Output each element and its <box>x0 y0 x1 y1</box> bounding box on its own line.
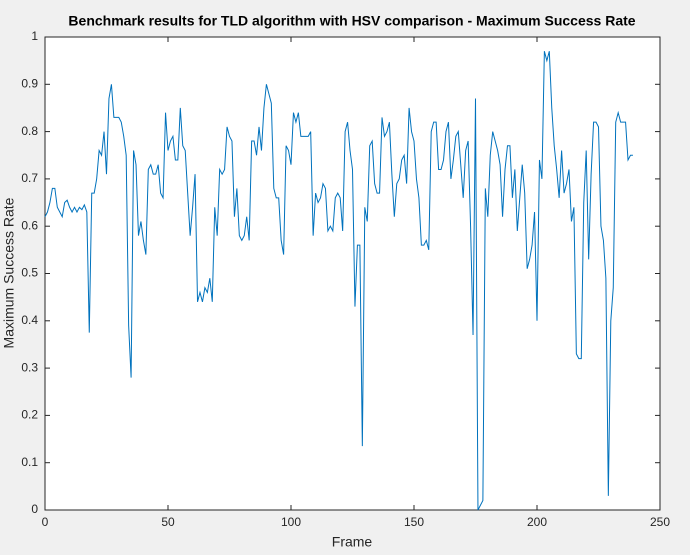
x-tick-label: 200 <box>527 515 547 529</box>
y-tick-label: 0.6 <box>21 218 38 232</box>
y-tick-label: 0.7 <box>21 171 38 185</box>
y-tick-label: 0.4 <box>21 313 38 327</box>
x-axis-label: Frame <box>332 534 373 550</box>
y-tick-label: 1 <box>31 29 38 43</box>
y-tick-label: 0.5 <box>21 266 38 280</box>
chart-title: Benchmark results for TLD algorithm with… <box>68 13 635 29</box>
x-tick-label: 0 <box>42 515 49 529</box>
data-line <box>44 51 633 511</box>
y-tick-label: 0.3 <box>21 360 38 374</box>
x-tick-label: 150 <box>404 515 424 529</box>
y-tick-label: 0.8 <box>21 124 38 138</box>
y-tick-label: 0.1 <box>21 455 38 469</box>
x-tick-label: 50 <box>161 515 175 529</box>
y-tick-label: 0 <box>31 502 38 516</box>
y-tick-label: 0.9 <box>21 76 38 90</box>
x-tick-label: 100 <box>281 515 301 529</box>
x-tick-label: 250 <box>650 515 670 529</box>
plot-area <box>44 36 661 511</box>
y-tick-label: 0.2 <box>21 408 38 422</box>
y-axis-label: Maximum Success Rate <box>1 197 17 348</box>
